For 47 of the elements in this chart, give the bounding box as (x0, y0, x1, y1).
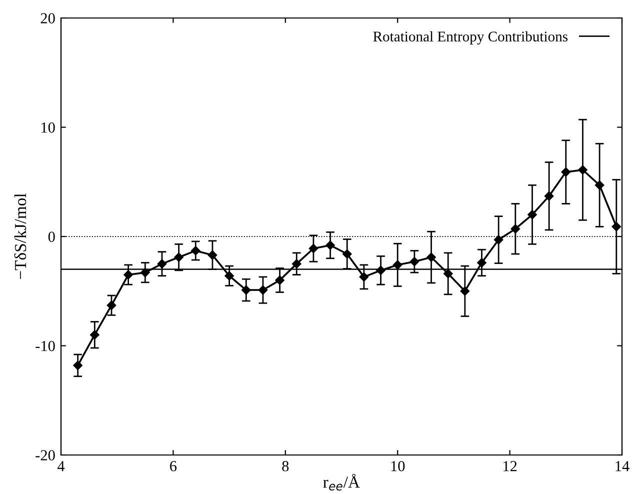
point (426, 252, 436, 262)
y-tick-label: 10 (42, 122, 55, 133)
x-tick-label: 12 (504, 461, 517, 472)
point (326, 240, 335, 250)
point (308, 244, 318, 254)
point (594, 180, 604, 190)
point (106, 300, 116, 310)
point (258, 285, 268, 295)
y-tick-label: -20 (36, 450, 55, 460)
y-tick-label: 0 (48, 232, 55, 242)
point (528, 210, 537, 220)
x-tick-label: 10 (391, 460, 405, 472)
point (477, 258, 486, 268)
x-tick-label: 4 (57, 461, 65, 472)
point (342, 249, 352, 259)
x-tick-label: 6 (170, 461, 177, 472)
y-axis-title: −TδS/kJ/mol (14, 193, 26, 280)
point (544, 191, 554, 201)
point (208, 250, 218, 260)
point (410, 257, 420, 266)
point (510, 224, 520, 234)
point (494, 235, 504, 244)
point (90, 330, 100, 340)
point (359, 272, 369, 282)
point (73, 360, 82, 370)
point (460, 286, 470, 296)
point (376, 266, 386, 275)
legend-label: Rotational Entropy Contributions (373, 31, 568, 44)
point (561, 167, 571, 177)
point (157, 259, 167, 268)
x-axis-title: r$_{ee}$/Å (323, 474, 360, 490)
point (124, 270, 133, 280)
point (292, 259, 302, 268)
y-tick-label: -10 (36, 340, 55, 352)
x-tick-label: 8 (282, 460, 289, 472)
point (578, 165, 588, 174)
point (392, 260, 402, 270)
point (242, 285, 251, 295)
point (612, 222, 622, 232)
point (275, 276, 284, 285)
point (140, 268, 150, 278)
point (443, 269, 453, 278)
point (191, 246, 200, 256)
point (174, 252, 184, 262)
y-tick-label: 20 (40, 13, 55, 24)
x-tick-label: 14 (616, 461, 630, 472)
point (224, 271, 234, 280)
